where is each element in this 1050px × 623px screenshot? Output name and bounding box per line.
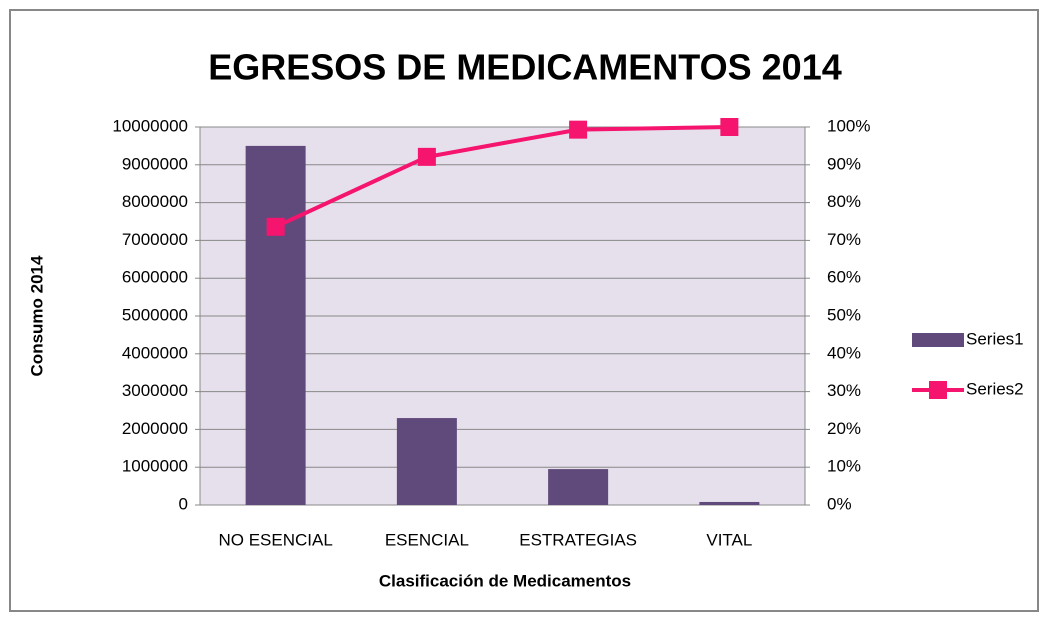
legend-swatch: [912, 333, 964, 347]
y-tick-label: 2000000: [122, 419, 188, 438]
y-tick-label: 6000000: [122, 268, 188, 287]
y-tick-label: 5000000: [122, 305, 188, 324]
legend-swatch: [929, 381, 947, 399]
y-tick-label: 8000000: [122, 192, 188, 211]
chart-title: EGRESOS DE MEDICAMENTOS 2014: [208, 47, 842, 88]
line: [274, 125, 730, 229]
y2-tick-label: 50%: [827, 305, 861, 324]
x-tick-label: ESENCIAL: [385, 530, 469, 549]
x-axis-label: Clasificación de Medicamentos: [379, 571, 631, 590]
y-tick-label: 4000000: [122, 343, 188, 362]
y2-tick-label: 20%: [827, 419, 861, 438]
bar: [699, 501, 760, 505]
y2-tick-label: 70%: [827, 230, 861, 249]
x-tick-label: ESTRATEGIAS: [519, 530, 637, 549]
y-tick-label: 1000000: [122, 457, 188, 476]
y2-tick-label: 0%: [827, 494, 852, 513]
y-tick-label: 7000000: [122, 230, 188, 249]
y-tick-label: 3000000: [122, 381, 188, 400]
x-tick-label: NO ESENCIAL: [218, 530, 332, 549]
bar: [245, 145, 306, 505]
marker: [569, 120, 588, 139]
bar: [396, 418, 457, 505]
y2-tick-label: 100%: [827, 116, 870, 135]
y2-tick-label: 80%: [827, 192, 861, 211]
y2-tick-label: 40%: [827, 343, 861, 362]
marker: [417, 147, 436, 166]
y-tick-label: 9000000: [122, 154, 188, 173]
bar: [548, 469, 609, 505]
legend-label: Series1: [966, 329, 1024, 348]
y2-tick-label: 90%: [827, 154, 861, 173]
y-axis-label: Consumo 2014: [27, 255, 46, 376]
y-tick-label: 10000000: [112, 116, 188, 135]
x-tick-label: VITAL: [706, 530, 752, 549]
y2-tick-label: 30%: [827, 381, 861, 400]
y-tick-label: 0: [179, 494, 188, 513]
legend-label: Series2: [966, 379, 1024, 398]
marker: [266, 217, 285, 236]
y2-tick-label: 60%: [827, 268, 861, 287]
marker: [720, 118, 739, 136]
y2-tick-label: 10%: [827, 457, 861, 476]
